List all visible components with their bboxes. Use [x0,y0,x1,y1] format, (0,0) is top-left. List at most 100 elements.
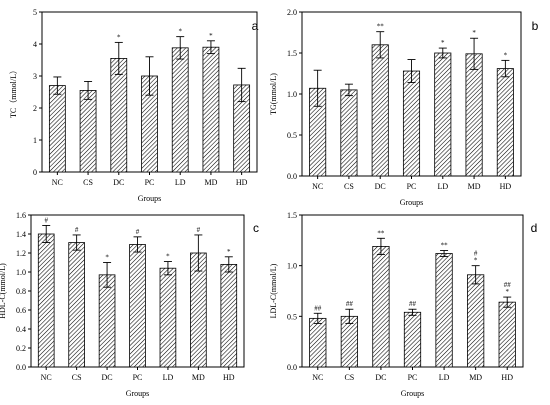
category-label: DC [113,178,124,187]
panel-label: c [253,221,259,235]
y-tick-label: 0.0 [287,363,297,372]
significance-marker: * [227,248,231,256]
y-tick-label: 1.4 [16,230,26,239]
significance-marker: * [504,51,508,59]
significance-marker: * [166,253,170,261]
bar-PC [403,311,422,368]
bar-CS [79,90,97,173]
significance-marker: # [136,228,140,236]
bar-NC [48,85,66,173]
bar-LD [171,47,189,173]
significance-marker: # [474,250,478,258]
category-label: LD [175,178,186,187]
category-label: MD [469,373,482,382]
significance-marker: * [441,39,445,47]
chart-panel-a: 0 1 2 3 4 5 NC CS * DC PC * LD * MD HD Groups TC（mmol/L） a [9,8,259,203]
y-tick-label: 0.5 [287,131,297,140]
y-tick-label: 1.0 [287,90,297,99]
category-label: LD [437,182,448,191]
bar-DC [98,274,116,368]
significance-marker: ** [377,23,385,31]
y-tick-label: 0.0 [287,172,297,181]
y-tick-label: 0 [33,168,37,177]
bar-MD [465,53,483,177]
chart-panel-d: 0.00.51.01.5##NC##CS**DC##PC**LD#*MD##*H… [269,211,537,398]
category-label: HD [223,373,235,382]
significance-marker: # [44,216,48,224]
category-label: CS [344,373,354,382]
bar-HD [498,301,516,368]
y-tick-label: 1.0 [16,268,26,277]
y-tick-label: 1.5 [287,49,297,58]
x-axis-label: Groups [138,194,162,203]
bar-NC [309,317,327,368]
category-label: PC [407,182,417,191]
y-axis-label: TC（mmol/L） [9,66,18,118]
category-label: NC [41,373,52,382]
significance-marker: ## [409,300,417,308]
category-label: DC [375,182,386,191]
y-tick-label: 2.0 [287,8,297,17]
category-label: HD [236,178,248,187]
significance-marker: * [178,28,182,36]
y-tick-label: 1.5 [287,211,297,220]
x-axis-label: Groups [401,389,425,398]
bar-PC [402,70,421,177]
bar-DC [372,246,390,368]
bar-LD [434,52,452,177]
category-label: NC [52,178,63,187]
bar-CS [340,315,358,368]
panel-label: a [252,19,259,33]
category-label: CS [344,182,354,191]
significance-marker: # [75,226,79,234]
y-tick-label: 3 [33,72,37,81]
category-label: HD [501,373,513,382]
y-tick-label: 1.0 [287,262,297,271]
y-axis-label: HDL-C(mmol/L) [0,263,7,319]
significance-marker: * [505,288,509,296]
category-label: LD [163,373,174,382]
bar-HD [496,68,514,177]
significance-marker: * [209,32,213,40]
significance-marker: # [197,226,201,234]
category-label: HD [500,182,512,191]
y-tick-label: 4 [33,40,37,49]
x-axis-label: Groups [400,198,424,207]
panel-label: b [532,19,539,33]
bar-LD [435,253,453,368]
category-label: MD [192,373,205,382]
bar-PC [129,244,146,368]
significance-marker: ## [504,281,512,289]
y-axis-label: TG(mmol/L) [269,73,278,115]
y-tick-label: 0.8 [16,287,26,296]
category-label: CS [83,178,93,187]
y-tick-label: 1.2 [16,249,26,258]
bar-CS [68,242,85,368]
y-tick-label: 1.6 [16,211,26,220]
y-axis-label: LDL-C(mmol/L) [269,263,278,318]
significance-marker: * [474,257,478,265]
category-label: NC [312,182,323,191]
panel-label: d [531,221,538,235]
category-label: CS [72,373,82,382]
category-label: LD [439,373,450,382]
chart-panel-b: 0.0 0.5 1.0 1.5 2.0 NC CS ** DC PC * LD * MD * HD Groups… [269,8,539,207]
significance-marker: * [117,33,121,41]
bar-DC [110,58,128,173]
bar-LD [159,267,177,368]
y-tick-label: 0.2 [16,344,26,353]
bar-MD [202,46,220,173]
category-label: MD [468,182,481,191]
significance-marker: * [105,254,109,262]
bar-MD [467,274,485,368]
significance-marker: ## [314,304,322,312]
y-tick-label: 0.5 [287,312,297,321]
y-tick-label: 5 [33,8,37,17]
bar-CS [340,89,358,177]
y-tick-label: 0.0 [16,363,26,372]
category-label: PC [133,373,143,382]
category-label: MD [204,178,217,187]
x-axis-label: Groups [126,389,150,398]
chart-panel-c: 0.0 0.2 0.4 0.6 0.8 1.0 1.2 1.4 1.6 # NC # CS * DC # PC *… [0,211,259,398]
